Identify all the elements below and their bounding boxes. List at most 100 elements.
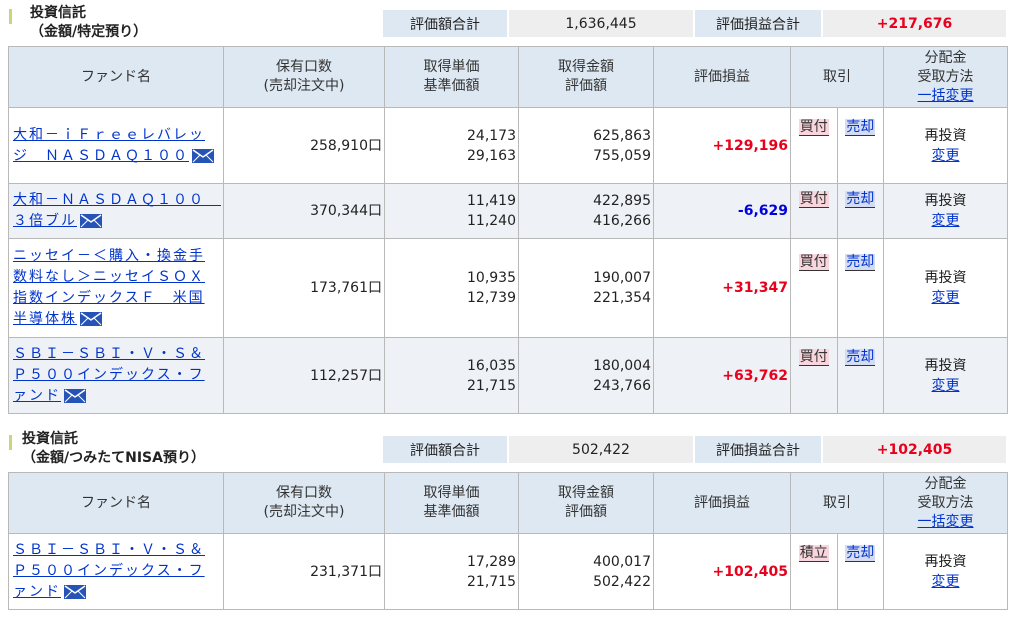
summary-table: 評価額合計 1,636,445 評価損益合計 +217,676: [381, 10, 1008, 37]
table-row: ニッセイ－＜購入・換金手数料なし＞ニッセイＳＯＸ指数インデックスＦ 米国半導体株…: [8, 238, 1008, 338]
section-header: 投資信託 （金額/つみたてNISA預り） 評価額合計 502,422 評価損益合…: [0, 426, 1013, 470]
price-cell: 11,419 11,240: [384, 183, 519, 239]
eval-total-label: 評価額合計: [383, 436, 507, 463]
change-link[interactable]: 変更: [931, 573, 960, 590]
change-link[interactable]: 変更: [931, 147, 960, 164]
col-distribution: 分配金 受取方法 一括変更: [883, 472, 1008, 534]
section-title: 投資信託: [30, 5, 86, 21]
mail-icon[interactable]: [64, 585, 86, 599]
change-link[interactable]: 変更: [931, 377, 960, 394]
gain-total-value: +102,405: [823, 436, 1006, 463]
col-amount: 取得金額 評価額: [518, 472, 654, 534]
table-header-row: ファンド名 保有口数 (売却注文中) 取得単価 基準価額 取得金額 評価額 評価損益 …: [8, 472, 1008, 534]
table-row: 大和－ｉＦｒｅｅレバレッジ ＮＡＳＤＡＱ１００ 258,910口 24,173 2…: [8, 107, 1008, 184]
fund-name-cell: 大和－ｉＦｒｅｅレバレッジ ＮＡＳＤＡＱ１００: [8, 107, 224, 184]
eval-total-value: 1,636,445: [509, 10, 693, 37]
bulk-change-link[interactable]: 一括変更: [917, 87, 974, 104]
gain-total-label: 評価損益合計: [695, 10, 821, 37]
amount-cell: 400,017 502,422: [518, 533, 654, 610]
mail-icon[interactable]: [64, 389, 86, 403]
col-gain: 評価損益: [653, 472, 791, 534]
fund-link[interactable]: ニッセイ－＜購入・換金手数料なし＞ニッセイＳＯＸ指数インデックスＦ 米国半導体株: [13, 248, 205, 327]
units-cell: 231,371口: [223, 533, 385, 610]
table-row: ＳＢＩ－ＳＢＩ・Ｖ・Ｓ＆Ｐ５００インデックス・ファンド 231,371口 17,…: [8, 533, 1008, 610]
amount-cell: 180,004 243,766: [518, 337, 654, 414]
col-fund-name: ファンド名: [8, 472, 224, 534]
table-row: ＳＢＩ－ＳＢＩ・Ｖ・Ｓ＆Ｐ５００インデックス・ファンド 112,257口 16,…: [8, 337, 1008, 414]
bulk-change-link[interactable]: 一括変更: [917, 513, 974, 530]
units-cell: 370,344口: [223, 183, 385, 239]
sell-button[interactable]: 売却: [845, 349, 876, 366]
section-subtitle: （金額/特定預り）: [30, 24, 148, 40]
amount-cell: 422,895 416,266: [518, 183, 654, 239]
sell-button[interactable]: 売却: [845, 545, 876, 562]
col-amount: 取得金額 評価額: [518, 46, 654, 108]
trade-cell: 買付 売却: [790, 238, 884, 338]
fund-link[interactable]: ＳＢＩ－ＳＢＩ・Ｖ・Ｓ＆Ｐ５００インデックス・ファンド: [13, 542, 205, 600]
distribution-cell: 再投資 変更: [883, 337, 1008, 414]
col-fund-name: ファンド名: [8, 46, 224, 108]
buy-button[interactable]: 買付: [798, 191, 829, 208]
mail-icon[interactable]: [80, 214, 102, 228]
gain-cell: +63,762: [653, 337, 791, 414]
gain-total-value: +217,676: [823, 10, 1006, 37]
sell-button[interactable]: 売却: [845, 191, 876, 208]
section-marker: [9, 435, 12, 450]
amount-cell: 625,863 755,059: [518, 107, 654, 184]
mail-icon[interactable]: [80, 312, 102, 326]
distribution-cell: 再投資 変更: [883, 533, 1008, 610]
col-trade: 取引: [790, 46, 884, 108]
price-cell: 24,173 29,163: [384, 107, 519, 184]
gain-total-label: 評価損益合計: [695, 436, 821, 463]
section-tsumitate-nisa: 投資信託 （金額/つみたてNISA預り） 評価額合計 502,422 評価損益合…: [0, 426, 1013, 610]
summary-table: 評価額合計 502,422 評価損益合計 +102,405: [381, 436, 1008, 463]
buy-button[interactable]: 買付: [798, 349, 829, 366]
trade-cell: 買付 売却: [790, 107, 884, 184]
fund-name-cell: 大和－ＮＡＳＤＡＱ１００ ３倍ブル: [8, 183, 224, 239]
amount-cell: 190,007 221,354: [518, 238, 654, 338]
col-trade: 取引: [790, 472, 884, 534]
distribution-cell: 再投資 変更: [883, 183, 1008, 239]
section-header: 投資信託 （金額/特定預り） 評価額合計 1,636,445 評価損益合計 +2…: [0, 0, 1013, 44]
table-header-row: ファンド名 保有口数 (売却注文中) 取得単価 基準価額 取得金額 評価額 評価損益 …: [8, 46, 1008, 108]
change-link[interactable]: 変更: [931, 290, 960, 306]
fund-link[interactable]: 大和－ＮＡＳＤＡＱ１００ ３倍ブル: [13, 192, 221, 229]
tsumitate-button[interactable]: 積立: [798, 545, 829, 562]
eval-total-value: 502,422: [509, 436, 693, 463]
eval-total-label: 評価額合計: [383, 10, 507, 37]
holdings-table: ファンド名 保有口数 (売却注文中) 取得単価 基準価額 取得金額 評価額 評価損益 …: [8, 46, 1008, 414]
section-marker: [9, 9, 12, 24]
price-cell: 17,289 21,715: [384, 533, 519, 610]
col-price: 取得単価 基準価額: [384, 472, 519, 534]
holdings-table: ファンド名 保有口数 (売却注文中) 取得単価 基準価額 取得金額 評価額 評価損益 …: [8, 472, 1008, 610]
change-link[interactable]: 変更: [931, 213, 960, 229]
units-cell: 258,910口: [223, 107, 385, 184]
table-row: 大和－ＮＡＳＤＡＱ１００ ３倍ブル 370,344口 11,419 11,240 …: [8, 183, 1008, 239]
col-distribution: 分配金 受取方法 一括変更: [883, 46, 1008, 108]
col-gain: 評価損益: [653, 46, 791, 108]
gain-cell: +102,405: [653, 533, 791, 610]
distribution-cell: 再投資 変更: [883, 238, 1008, 338]
section-subtitle: （金額/つみたてNISA預り）: [22, 450, 205, 466]
trade-cell: 積立 売却: [790, 533, 884, 610]
fund-link[interactable]: ＳＢＩ－ＳＢＩ・Ｖ・Ｓ＆Ｐ５００インデックス・ファンド: [13, 346, 205, 404]
col-units: 保有口数 (売却注文中): [223, 46, 385, 108]
trade-cell: 買付 売却: [790, 183, 884, 239]
buy-button[interactable]: 買付: [798, 254, 829, 271]
trade-cell: 買付 売却: [790, 337, 884, 414]
units-cell: 173,761口: [223, 238, 385, 338]
fund-link[interactable]: 大和－ｉＦｒｅｅレバレッジ ＮＡＳＤＡＱ１００: [13, 126, 205, 164]
price-cell: 10,935 12,739: [384, 238, 519, 338]
units-cell: 112,257口: [223, 337, 385, 414]
fund-name-cell: ＳＢＩ－ＳＢＩ・Ｖ・Ｓ＆Ｐ５００インデックス・ファンド: [8, 533, 224, 610]
sell-button[interactable]: 売却: [845, 254, 876, 271]
mail-icon[interactable]: [192, 148, 214, 163]
gain-cell: +31,347: [653, 238, 791, 338]
fund-name-cell: ＳＢＩ－ＳＢＩ・Ｖ・Ｓ＆Ｐ５００インデックス・ファンド: [8, 337, 224, 414]
distribution-cell: 再投資 変更: [883, 107, 1008, 184]
price-cell: 16,035 21,715: [384, 337, 519, 414]
section-tokutei: 投資信託 （金額/特定預り） 評価額合計 1,636,445 評価損益合計 +2…: [0, 0, 1013, 414]
gain-cell: -6,629: [653, 183, 791, 239]
buy-button[interactable]: 買付: [798, 119, 829, 136]
sell-button[interactable]: 売却: [845, 119, 876, 136]
